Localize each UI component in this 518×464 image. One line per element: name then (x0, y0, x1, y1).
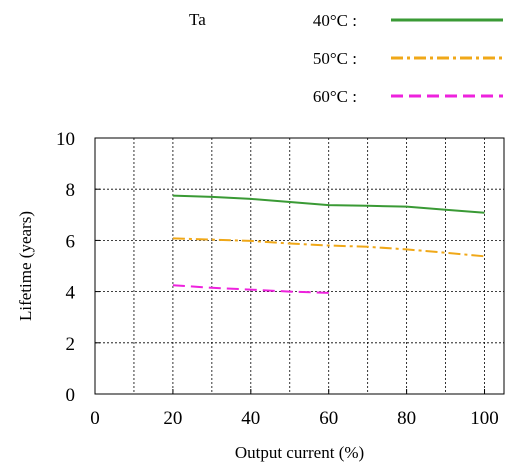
y-tick-label-10: 10 (56, 129, 75, 150)
x-tick-label-80: 80 (397, 408, 416, 429)
y-tick-label-6: 6 (66, 231, 76, 252)
y-tick-label-8: 8 (66, 180, 76, 201)
x-tick-label-100: 100 (470, 408, 499, 429)
plot-frame (94, 137, 505, 395)
y-axis-ticks: 0 2 4 6 8 10 (56, 129, 100, 406)
y-tick-label-0: 0 (66, 385, 76, 406)
x-tick-label-20: 20 (163, 408, 182, 429)
x-axis-label: Output current (%) (235, 443, 364, 462)
series-line-3 (172, 284, 329, 294)
legend-title: Ta (189, 10, 206, 29)
grid-lines (95, 138, 504, 394)
series-line-1 (172, 194, 485, 214)
x-tick-label-40: 40 (241, 408, 260, 429)
legend: Ta 40°C : 50°C : 60°C : (189, 10, 503, 106)
series-line-2 (172, 237, 485, 258)
legend-label-3: 60°C : (313, 87, 357, 106)
y-tick-label-2: 2 (66, 334, 76, 355)
legend-label-2: 50°C : (313, 49, 357, 68)
x-axis-ticks: 0 20 40 60 80 100 (90, 389, 499, 429)
series-layer (172, 194, 485, 294)
x-tick-label-60: 60 (319, 408, 338, 429)
y-axis-label: Lifetime (years) (16, 211, 35, 321)
legend-label-1: 40°C : (313, 11, 357, 30)
y-tick-label-4: 4 (66, 283, 76, 304)
x-tick-label-0: 0 (90, 408, 100, 429)
